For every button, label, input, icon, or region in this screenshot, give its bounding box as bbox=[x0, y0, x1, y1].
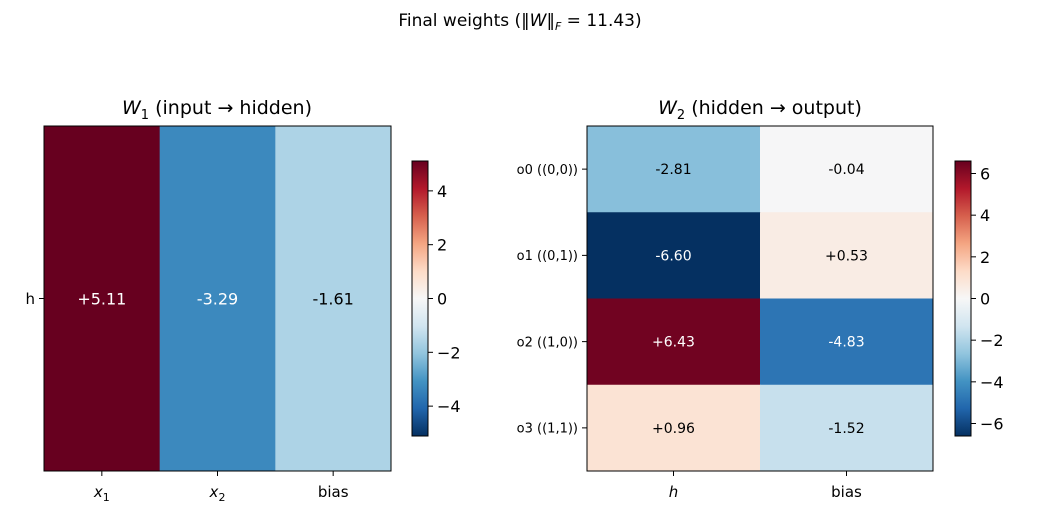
w1-cell-label-0-2: -1.61 bbox=[312, 289, 353, 308]
w2-panel: W2 (hidden → output) -2.81 -0.04 -6.60 +0.5… bbox=[517, 97, 1004, 501]
w2-cell-label-3-1: -1.52 bbox=[828, 421, 864, 437]
w2-colorbar-tick-label-6: −6 bbox=[980, 415, 1004, 434]
w2-cell-0-0 bbox=[587, 126, 761, 213]
w1-cell-0-1 bbox=[159, 126, 276, 472]
w2-ytick-label-0: o0 ((0,0)) bbox=[517, 163, 578, 178]
w1-xtick-label-1: x2 bbox=[209, 483, 226, 504]
w2-cell-1-1 bbox=[760, 212, 934, 299]
w1-cell-0-2 bbox=[275, 126, 392, 472]
w2-colorbar-gradient bbox=[954, 160, 972, 437]
w2-ytick-label-2: o2 ((1,0)) bbox=[517, 335, 578, 350]
w2-cell-label-2-1: -4.83 bbox=[828, 335, 864, 351]
w1-cell-label-0-1: -3.29 bbox=[197, 289, 238, 308]
w2-plot-frame bbox=[586, 125, 934, 472]
w2-cell-2-1 bbox=[760, 298, 934, 386]
w2-xtick-label-1: bias bbox=[831, 483, 862, 501]
w1-y-axis: h bbox=[25, 290, 44, 308]
w1-x-axis: x1 x2 bias bbox=[93, 471, 349, 504]
w2-cell-2-0 bbox=[587, 298, 761, 386]
w2-cell-0-1 bbox=[760, 126, 934, 213]
w2-cell-label-0-0: -2.81 bbox=[655, 162, 691, 178]
w2-title: W2 (hidden → output) bbox=[658, 97, 862, 123]
w1-colorbar-tick-label-2: 0 bbox=[437, 290, 447, 309]
w2-cell-3-1 bbox=[760, 384, 934, 472]
w1-heatmap-cells: +5.11 -3.29 -1.61 bbox=[44, 126, 392, 472]
w2-cell-label-1-0: -6.60 bbox=[655, 248, 691, 264]
figure-title: Final weights (‖W‖F = 11.43) bbox=[398, 11, 641, 33]
w2-colorbar-tick-label-4: −2 bbox=[980, 331, 1004, 350]
w1-panel: W1 (input → hidden) +5.11 -3.29 -1.61 h x1… bbox=[25, 97, 460, 504]
w2-colorbar-ticks: 6 4 2 0 −2 −4 −6 bbox=[971, 165, 1004, 434]
w2-colorbar-tick-label-1: 4 bbox=[980, 206, 990, 225]
w2-heatmap-cells: -2.81 -0.04 -6.60 +0.53 +6.43 -4.83 +0.96 -1.52 bbox=[587, 126, 934, 472]
w2-colorbar-tick-label-0: 6 bbox=[980, 165, 990, 184]
w1-colorbar-tick-label-0: 4 bbox=[437, 182, 447, 201]
w1-colorbar-ticks: 4 2 0 −2 −4 bbox=[428, 182, 461, 416]
w1-xtick-label-2: bias bbox=[318, 483, 349, 501]
w1-colorbar-tick-label-4: −4 bbox=[437, 397, 461, 416]
w1-cell-label-0-0: +5.11 bbox=[77, 289, 126, 308]
w1-xtick-label-0: x1 bbox=[93, 483, 110, 504]
w1-colorbar-gradient bbox=[411, 160, 429, 437]
w2-xtick-label-0: h bbox=[669, 483, 679, 501]
w1-colorbar: 4 2 0 −2 −4 bbox=[411, 160, 461, 437]
w1-colorbar-tick-label-3: −2 bbox=[437, 343, 461, 362]
w2-cell-label-1-1: +0.53 bbox=[825, 248, 868, 264]
w2-colorbar-tick-label-3: 0 bbox=[980, 290, 990, 309]
w2-cell-label-3-0: +0.96 bbox=[652, 421, 695, 437]
w2-cell-label-2-0: +6.43 bbox=[652, 335, 695, 351]
w2-colorbar-tick-label-2: 2 bbox=[980, 248, 990, 267]
w1-colorbar-tick-label-1: 2 bbox=[437, 236, 447, 255]
w1-cell-0-0 bbox=[44, 126, 161, 472]
w2-cell-3-0 bbox=[587, 384, 761, 472]
w1-ytick-label-0: h bbox=[25, 290, 35, 308]
w2-colorbar-tick-label-5: −4 bbox=[980, 373, 1004, 392]
w2-colorbar: 6 4 2 0 −2 −4 −6 bbox=[954, 160, 1004, 437]
w2-ytick-label-3: o3 ((1,1)) bbox=[517, 422, 578, 437]
w2-ytick-label-1: o1 ((0,1)) bbox=[517, 249, 578, 264]
w2-y-axis: o0 ((0,0)) o1 ((0,1)) o2 ((1,0)) o3 ((1,1)) bbox=[517, 163, 587, 437]
w2-x-axis: h bias bbox=[669, 471, 862, 501]
w1-title: W1 (input → hidden) bbox=[122, 97, 312, 123]
w2-cell-1-0 bbox=[587, 212, 761, 299]
w2-cell-label-0-1: -0.04 bbox=[828, 162, 864, 178]
